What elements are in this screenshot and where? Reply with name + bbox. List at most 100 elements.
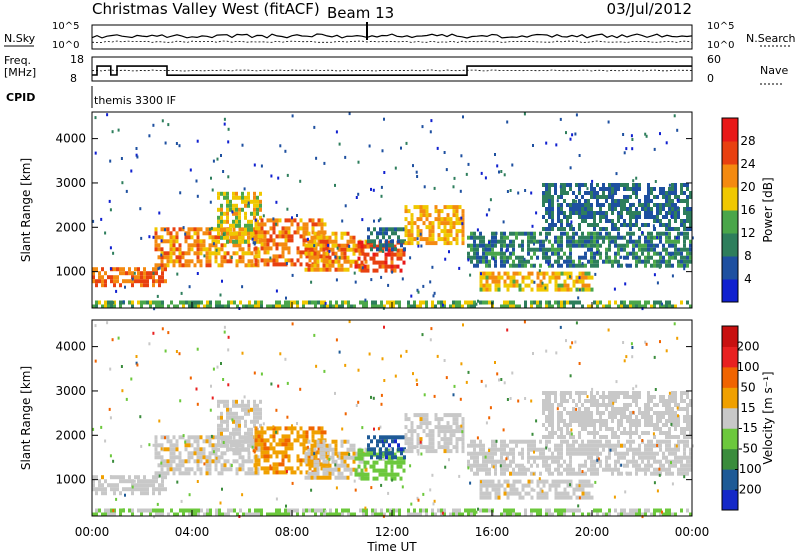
velocity-cell [617,467,620,472]
velocity-cell [512,447,515,452]
power-cell [530,231,533,236]
power-cell [272,222,276,227]
velocity-cell [253,415,256,420]
power-cell [488,275,492,280]
velocity-cell [506,495,510,500]
power-cell [518,287,522,292]
power-cell [119,304,122,309]
power-cell [319,235,323,240]
power-cell [407,237,411,242]
power-cell [382,227,385,232]
power-cell [158,266,161,270]
power-cell [509,251,512,256]
power-cell [146,271,149,276]
power-cell [530,300,533,305]
velocity-cell [226,443,229,448]
velocity-cell [578,508,581,513]
power-cell [410,294,413,298]
power-cell [182,300,185,305]
power-cell [122,279,125,284]
power-cell [632,179,635,183]
velocity-cell [178,471,182,476]
velocity-cell [370,439,373,444]
power-cell [503,263,506,268]
power-cell [256,247,260,252]
velocity-cell [196,439,200,444]
power-cell [188,300,191,305]
velocity-cell [563,459,566,464]
power-cell [158,304,161,309]
power-cell [327,243,330,247]
velocity-cell [296,466,300,471]
power-cell [512,247,515,252]
power-cell [128,267,131,272]
power-cell [314,300,317,305]
velocity-cell [107,512,110,517]
power-cell [235,211,238,216]
power-cell [232,251,236,256]
velocity-cell [446,441,450,446]
power-cell [119,300,122,305]
power-cell [434,217,438,222]
velocity-cell [473,447,476,452]
power-cell [131,271,134,276]
velocity-cell [217,435,220,440]
power-cell [668,203,671,207]
power-cell [503,232,506,236]
power-cell [665,227,668,231]
power-cell [208,263,212,268]
power-cell [256,259,260,264]
power-cell [596,231,599,236]
velocity-cell [545,467,548,472]
power-cell [602,235,605,239]
velocity-cell [455,441,459,446]
power-cell [644,195,647,199]
velocity-cell [590,439,593,444]
velocity-cell [608,411,611,415]
power-cell [509,283,513,288]
power-cell [160,235,164,240]
velocity-cell [175,447,179,452]
power-cell [422,209,426,214]
velocity-cell [659,415,662,419]
power-cell [614,183,617,187]
velocity-cell [272,425,275,429]
velocity-cell [385,447,388,452]
power-cell [291,273,294,277]
power-cell [425,304,428,309]
power-cell [326,254,330,259]
velocity-cell [109,454,112,458]
velocity-cell [590,455,593,460]
velocity-cell [653,411,656,415]
power-cell [116,267,119,272]
power-cell [494,259,497,264]
velocity-cell [328,471,332,476]
power-cell [184,259,188,264]
power-cell [354,264,358,269]
velocity-cell [319,447,323,452]
velocity-cell [434,425,438,430]
velocity-cell [608,463,611,468]
velocity-cell [683,419,686,423]
power-cell [196,231,200,236]
velocity-cell [577,504,580,508]
velocity-cell [337,451,341,456]
velocity-cell [596,411,599,415]
velocity-cell [605,459,608,464]
velocity-cell [402,460,406,465]
power-cell [376,231,379,236]
power-cell [686,300,689,305]
velocity-cell [482,483,486,488]
velocity-cell [536,447,539,452]
velocity-cell [614,443,617,448]
power-cell [581,243,584,248]
power-cell [521,247,524,252]
power-cell [602,191,605,195]
velocity-cell [260,446,264,451]
power-cell [331,231,335,236]
velocity-cell [259,407,262,412]
velocity-cell [221,512,224,517]
velocity-cell [617,455,620,460]
velocity-cell [644,455,647,460]
velocity-cell [500,378,503,381]
